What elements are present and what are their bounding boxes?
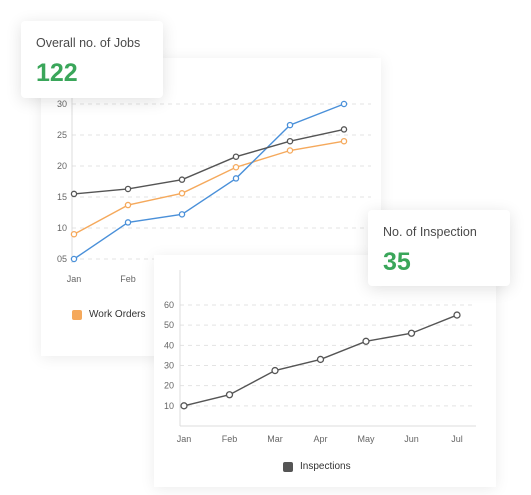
x-tick-label: Jan <box>67 274 82 284</box>
data-point <box>340 100 348 108</box>
data-point <box>407 329 416 337</box>
data-point <box>124 185 132 193</box>
y-tick-label: 20 <box>57 161 67 171</box>
inspection-count-value: 35 <box>383 248 411 276</box>
x-tick-label: Mar <box>267 434 283 444</box>
data-point <box>124 219 132 226</box>
series-line-0 <box>73 140 345 235</box>
data-point <box>453 311 461 319</box>
y-tick-label: 30 <box>57 99 67 109</box>
data-point <box>232 153 240 160</box>
overall-jobs-label: Overall no. of Jobs <box>36 36 141 50</box>
legend-swatch <box>72 309 82 320</box>
x-tick-label: Jan <box>177 434 192 444</box>
x-tick-label: Jun <box>404 434 419 444</box>
y-tick-label: 10 <box>57 223 67 233</box>
data-point <box>124 201 132 209</box>
inspections-chart: 10 20 30 40 50 60 Jan Feb Mar Apr May Jun Jul <box>164 270 476 444</box>
y-tick-label: 20 <box>164 381 174 391</box>
legend-label-inspections: Inspections <box>300 461 351 472</box>
work-orders-legend[interactable]: Work Orders <box>72 309 146 320</box>
data-point <box>316 355 325 364</box>
data-point <box>70 190 78 198</box>
data-point <box>70 230 78 238</box>
data-point <box>286 121 294 129</box>
data-point <box>178 211 186 218</box>
y-tick-label: 30 <box>164 361 174 371</box>
y-tick-label: 50 <box>164 320 174 330</box>
y-tick-label: 10 <box>164 401 174 411</box>
y-tick-label: 25 <box>57 130 67 140</box>
y-tick-label: 05 <box>57 254 67 264</box>
inspection-count-label: No. of Inspection <box>383 225 477 239</box>
legend-label-work-orders: Work Orders <box>89 309 146 320</box>
data-point <box>232 175 240 182</box>
data-point <box>340 137 348 145</box>
x-tick-label: Feb <box>120 274 136 284</box>
data-point <box>178 176 186 183</box>
data-point <box>70 255 78 263</box>
data-point <box>178 190 186 197</box>
data-point <box>340 126 348 133</box>
inspection-count-card: No. of Inspection 35 <box>368 210 510 286</box>
data-point <box>286 147 294 154</box>
x-tick-label: Feb <box>222 434 238 444</box>
data-point <box>225 391 234 399</box>
x-tick-label: May <box>357 434 375 444</box>
y-tick-label: 60 <box>164 300 174 310</box>
inspections-chart-card: 10 20 30 40 50 60 Jan Feb Mar Apr May Jun Jul Inspec… <box>154 255 496 487</box>
legend-swatch <box>283 461 293 472</box>
x-tick-label: Apr <box>313 434 327 444</box>
x-tick-label: Jul <box>451 434 463 444</box>
data-point <box>362 337 370 345</box>
y-tick-label: 15 <box>57 192 67 202</box>
series-line-2 <box>73 128 345 195</box>
data-point <box>232 163 240 171</box>
overall-jobs-card: Overall no. of Jobs 122 <box>21 21 163 98</box>
overall-jobs-value: 122 <box>36 59 78 87</box>
inspections-legend[interactable]: Inspections <box>283 461 351 472</box>
series-line-1 <box>73 103 345 260</box>
data-point <box>286 137 294 145</box>
data-point <box>180 402 188 410</box>
data-point <box>271 366 279 375</box>
y-tick-label: 40 <box>164 340 174 350</box>
